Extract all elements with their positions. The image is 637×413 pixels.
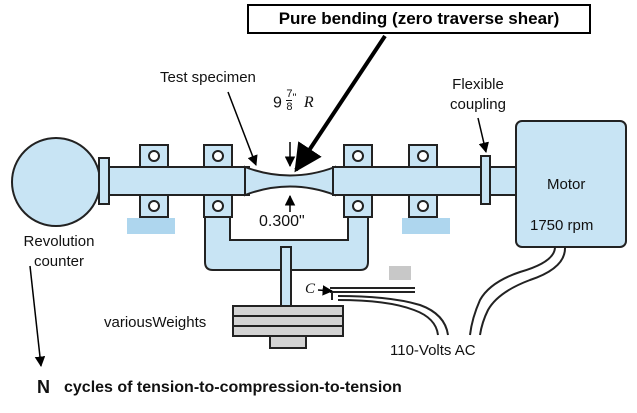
c-leader bbox=[317, 285, 334, 296]
radius-numerator: 7 bbox=[286, 87, 293, 101]
weights-prefix: various bbox=[104, 314, 153, 331]
power-wires bbox=[337, 246, 567, 336]
right-base-block bbox=[402, 218, 450, 234]
title-text: Pure bending (zero traverse shear) bbox=[278, 9, 560, 28]
coupling-leader bbox=[477, 117, 489, 154]
bearing-left-outer bbox=[139, 144, 169, 218]
switch-leads bbox=[330, 287, 415, 300]
shaft-left bbox=[108, 166, 250, 196]
n-arrow bbox=[29, 265, 46, 368]
diameter-label: 0.300" bbox=[259, 213, 305, 230]
bearing-right-outer bbox=[408, 144, 438, 218]
radius-label: 9 7 8 " R bbox=[273, 88, 314, 113]
switch-block bbox=[389, 266, 411, 280]
specimen-leader bbox=[227, 91, 258, 166]
hanger-rod bbox=[280, 246, 292, 310]
counter-label: Revolution counter bbox=[23, 233, 95, 270]
specimen-label: Test specimen bbox=[160, 69, 256, 86]
title-box: Pure bending (zero traverse shear) bbox=[247, 4, 591, 34]
radius-r: R bbox=[303, 94, 314, 112]
weights-word: Weights bbox=[152, 314, 207, 331]
radius-whole: 9 bbox=[273, 94, 282, 112]
shaft-right bbox=[332, 166, 484, 196]
test-specimen bbox=[244, 165, 336, 197]
rpm-label: 1750 rpm bbox=[530, 217, 594, 234]
flexible-coupling bbox=[480, 155, 491, 205]
motor-shaft bbox=[489, 166, 519, 196]
n-caption: cycles of tension-to-compression-to-tens… bbox=[64, 379, 402, 396]
motor-body bbox=[515, 120, 627, 248]
revolution-counter-disc bbox=[11, 137, 101, 227]
power-label: 110-Volts AC bbox=[390, 342, 476, 359]
title-arrow bbox=[294, 34, 387, 173]
coupling-label: Flexible coupling bbox=[450, 76, 506, 113]
motor-label: Motor bbox=[547, 176, 586, 193]
counter-collar bbox=[98, 157, 110, 205]
radius-denominator: 8 bbox=[286, 100, 293, 113]
n-symbol: N bbox=[37, 377, 50, 397]
c-label: C bbox=[305, 281, 316, 297]
weights-stack bbox=[232, 305, 344, 349]
radius-inch-mark: " bbox=[292, 92, 297, 104]
left-base-block bbox=[127, 218, 175, 234]
bearing-right-inner bbox=[343, 144, 373, 218]
bearing-left-inner bbox=[203, 144, 233, 218]
weights-label: variousWeights bbox=[104, 314, 206, 331]
